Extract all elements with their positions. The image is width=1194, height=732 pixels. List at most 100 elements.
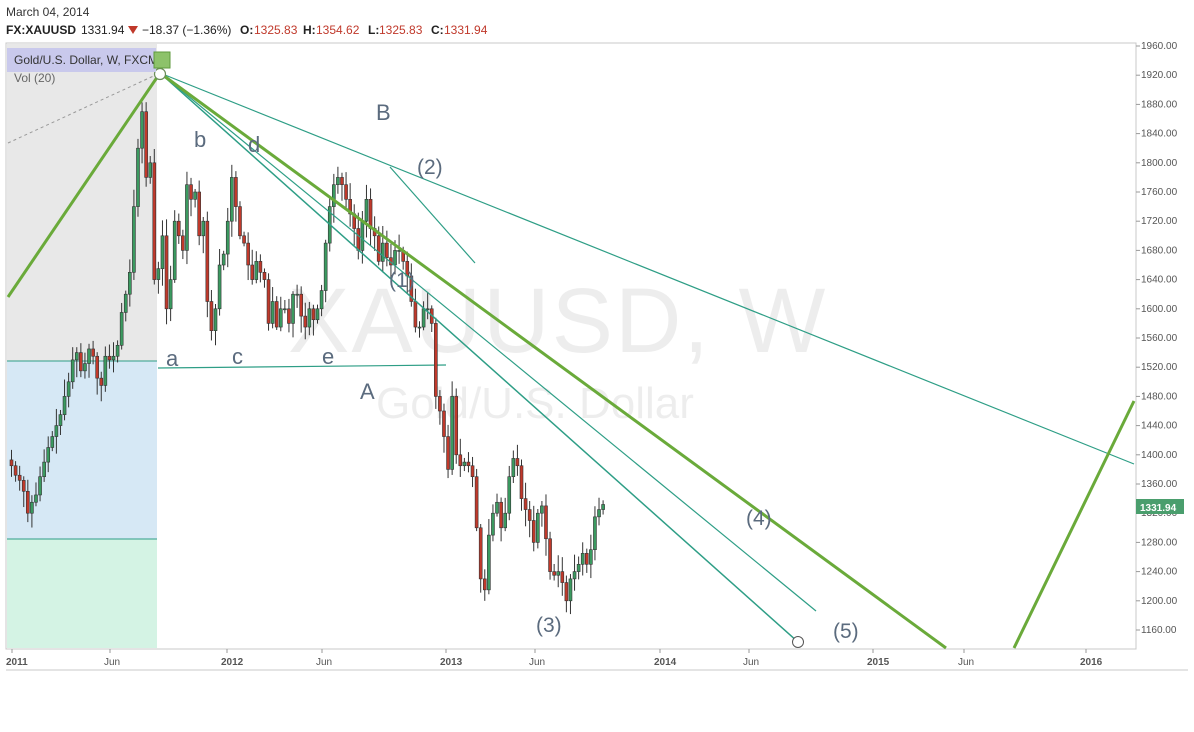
candle-body	[482, 578, 487, 591]
candle-body	[385, 242, 389, 259]
candle	[519, 459, 524, 511]
candle-body	[409, 275, 414, 302]
candle-body	[132, 206, 136, 273]
candle-body	[446, 436, 450, 470]
candle-body	[425, 308, 430, 311]
y-tick-label: 1280.00	[1141, 537, 1178, 548]
candle-body	[9, 459, 14, 467]
candle	[380, 225, 385, 273]
candle-body	[168, 279, 173, 310]
candle-body	[217, 264, 222, 310]
y-tick-label: 1360.00	[1141, 479, 1178, 490]
y-tick-label: 1480.00	[1141, 391, 1178, 402]
candle-body	[393, 250, 397, 266]
header-quote: FX:XAUUSD 1331.94 −18.37 (−1.36%) O: 132…	[6, 23, 488, 37]
candle-body	[74, 352, 79, 361]
candle	[46, 436, 51, 473]
x-tick-label: 2014	[654, 657, 677, 668]
candle	[584, 548, 589, 573]
candle	[42, 449, 46, 482]
candle	[523, 482, 528, 527]
candle-body	[442, 410, 446, 437]
candle-body	[242, 235, 246, 244]
y-tick-label: 1680.00	[1141, 245, 1178, 256]
y-tick-label: 1160.00	[1141, 625, 1177, 636]
candle	[26, 479, 30, 523]
x-tick-label: 2015	[867, 657, 890, 668]
candle-body	[560, 571, 565, 583]
last-price-tag: 1331.94	[1136, 499, 1184, 514]
wave-label-A: A	[360, 379, 375, 404]
candle-body	[421, 308, 426, 328]
candle	[62, 379, 67, 421]
candle	[499, 497, 503, 542]
y-tick-label: 1200.00	[1141, 596, 1178, 607]
candle	[560, 557, 565, 596]
candle	[123, 290, 128, 322]
y-tick-label: 1520.00	[1141, 362, 1178, 373]
wave-label-d: d	[248, 132, 260, 157]
watermark-symbol: XAUUSD, W	[288, 270, 827, 372]
candle-body	[209, 301, 214, 332]
header-high: 1354.62	[316, 23, 360, 37]
candle-body	[552, 571, 556, 576]
candle	[201, 216, 206, 254]
candle	[70, 347, 75, 389]
legend-marker[interactable]	[153, 51, 171, 69]
header-last: 1331.94	[81, 23, 125, 37]
candle	[258, 254, 263, 283]
y-tick-label: 1720.00	[1141, 216, 1178, 227]
candle	[217, 248, 222, 316]
candle	[221, 250, 226, 271]
candle-body	[356, 228, 361, 251]
candle-body	[495, 501, 499, 514]
x-tick-label: Jun	[529, 657, 545, 668]
candle-body	[38, 476, 42, 496]
legend[interactable]: Gold/U.S. Dollar, W, FXCM Vol (20)	[7, 48, 171, 85]
candle-body	[79, 352, 83, 372]
candle-body	[303, 315, 308, 328]
time-axis[interactable]: 2011 Jun 2012 Jun 2013 Jun 2014 Jun 2015 Jun 2016	[6, 649, 1188, 671]
candle-body	[46, 447, 51, 463]
candle-body	[205, 220, 210, 302]
legend-title[interactable]: Gold/U.S. Dollar, W, FXCM	[14, 53, 158, 67]
candle-body	[454, 396, 459, 456]
candle	[132, 189, 136, 280]
candle	[425, 291, 430, 320]
candle-body	[458, 454, 463, 467]
candle	[564, 575, 569, 613]
candle-body	[291, 293, 295, 324]
candle	[527, 501, 532, 538]
candle	[128, 259, 132, 307]
candle-body	[580, 553, 585, 565]
candle-body	[531, 520, 536, 543]
candle-body	[136, 147, 140, 207]
pivot-circle-top[interactable]	[153, 67, 167, 81]
trendline-rise	[6, 72, 162, 298]
channel-line-outer	[159, 72, 1135, 465]
candle	[540, 501, 544, 527]
price-axis[interactable]: 1160.001200.001240.001280.001320.001360.…	[1136, 41, 1178, 636]
candle	[344, 172, 348, 210]
candle-body	[58, 414, 63, 426]
candle-body	[332, 184, 336, 207]
wave-label-4: (4)	[746, 507, 772, 530]
candles-group	[9, 102, 605, 615]
candle	[495, 493, 499, 517]
candle-body	[193, 191, 197, 200]
candle-body	[87, 348, 91, 364]
candle-body	[311, 308, 316, 321]
candle-body	[17, 474, 22, 481]
legend-title-bg	[7, 48, 156, 72]
x-tick-label: Jun	[743, 657, 759, 668]
candle-body	[589, 549, 593, 565]
candle-body	[54, 425, 59, 437]
candle	[34, 482, 38, 507]
candle	[446, 424, 450, 479]
candle	[189, 177, 193, 217]
candle-body	[474, 476, 479, 529]
y-tick-label: 1920.00	[1141, 70, 1178, 81]
pivot-circle-bottom[interactable]	[792, 636, 804, 648]
